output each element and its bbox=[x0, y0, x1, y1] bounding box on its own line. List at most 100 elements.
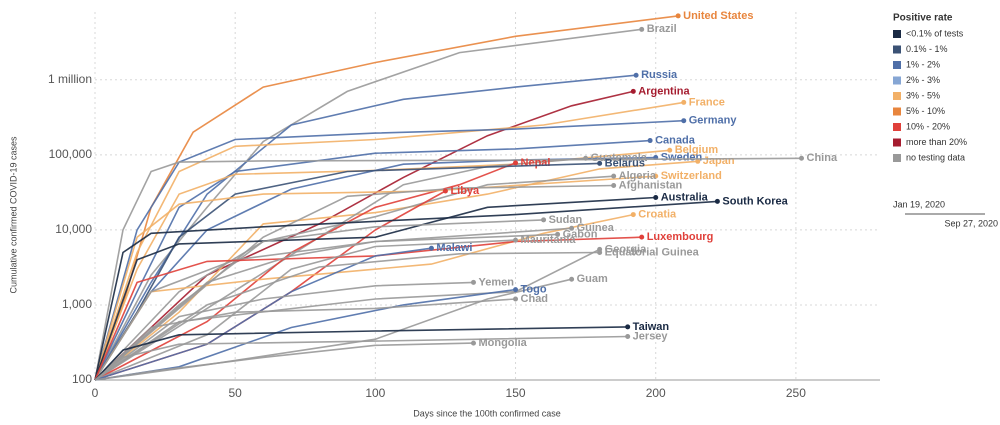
series-end bbox=[675, 13, 681, 19]
y-tick-label: 1,000 bbox=[62, 297, 92, 311]
series-label: Switzerland bbox=[661, 170, 722, 182]
series-line bbox=[94, 28, 642, 381]
y-axis-title: Cumulative confirmed COVID-19 cases bbox=[8, 136, 18, 294]
series-end bbox=[639, 234, 645, 240]
series-label: Canada bbox=[655, 134, 696, 146]
series-label: Togo bbox=[521, 284, 547, 296]
time-end: Sep 27, 2020 bbox=[944, 218, 998, 228]
series-end bbox=[470, 340, 476, 346]
series-end bbox=[611, 183, 617, 189]
legend-swatch bbox=[893, 107, 901, 116]
series-label: Brazil bbox=[647, 23, 677, 35]
y-tick-label: 10,000 bbox=[55, 222, 92, 236]
series-line bbox=[94, 196, 656, 381]
series-label: France bbox=[689, 96, 725, 108]
series-end bbox=[625, 333, 631, 339]
legend-swatch bbox=[893, 30, 901, 38]
legend-label: 10% - 20% bbox=[906, 121, 950, 131]
series-end bbox=[611, 173, 617, 179]
series-label: South Korea bbox=[722, 195, 788, 207]
legend-swatch bbox=[893, 61, 901, 69]
series-end bbox=[569, 225, 575, 231]
legend-swatch bbox=[893, 123, 901, 131]
legend-label: 5% - 10% bbox=[906, 106, 945, 116]
series-line bbox=[94, 281, 474, 381]
series-label: Equatorial Guinea bbox=[605, 246, 700, 258]
x-tick-label: 50 bbox=[228, 386, 242, 400]
series-label: Sweden bbox=[661, 151, 703, 163]
legend-swatch bbox=[893, 76, 901, 85]
series-label: Afghanistan bbox=[619, 179, 683, 191]
x-axis-title: Days since the 100th confirmed case bbox=[413, 408, 561, 418]
legend-swatch bbox=[893, 92, 901, 100]
series-line bbox=[94, 101, 684, 381]
series-line bbox=[94, 219, 544, 381]
legend-label: 3% - 5% bbox=[906, 90, 940, 100]
series-label: Australia bbox=[661, 191, 709, 203]
series-end bbox=[513, 160, 519, 166]
series-label: Japan bbox=[703, 155, 735, 167]
series-label: Belgium bbox=[675, 144, 719, 156]
time-start: Jan 19, 2020 bbox=[893, 199, 945, 209]
series-end bbox=[653, 173, 659, 179]
series-end bbox=[639, 26, 645, 32]
series-label: Algeria bbox=[619, 170, 657, 182]
legend-label: no testing data bbox=[906, 152, 965, 162]
legend-swatch bbox=[893, 138, 901, 147]
series-end bbox=[714, 198, 720, 204]
series-label: Gabon bbox=[563, 228, 598, 240]
series-label: Libya bbox=[450, 185, 480, 197]
series-label: United States bbox=[683, 10, 753, 22]
legend-title: Positive rate bbox=[893, 13, 953, 24]
series-line bbox=[94, 157, 802, 381]
x-tick-label: 200 bbox=[646, 386, 666, 400]
series-end bbox=[442, 188, 448, 194]
series-line bbox=[94, 298, 516, 381]
series-end bbox=[681, 99, 687, 105]
y-tick-label: 1 million bbox=[48, 72, 92, 86]
series-line bbox=[94, 119, 684, 381]
series-end bbox=[555, 231, 561, 237]
series-end bbox=[681, 118, 687, 124]
series-end bbox=[428, 245, 434, 251]
series-end bbox=[470, 279, 476, 285]
series-label: Mauritania bbox=[521, 234, 577, 246]
legend-label: 1% - 2% bbox=[906, 59, 940, 69]
series-line bbox=[94, 160, 698, 381]
series-label: Nepal bbox=[521, 157, 551, 169]
series-end bbox=[647, 138, 653, 144]
series-end bbox=[583, 155, 589, 161]
series-line bbox=[94, 184, 614, 381]
series-label: Russia bbox=[641, 69, 678, 81]
series-line bbox=[94, 247, 432, 381]
series-label: Luxembourg bbox=[647, 231, 714, 243]
x-tick-label: 250 bbox=[786, 386, 806, 400]
y-tick-label: 100,000 bbox=[49, 147, 93, 161]
series-label: Sudan bbox=[549, 214, 583, 226]
series-label: Argentina bbox=[638, 85, 690, 97]
x-tick-label: 150 bbox=[506, 386, 526, 400]
series-line bbox=[94, 236, 642, 381]
legend-swatch bbox=[893, 45, 901, 54]
series-end bbox=[695, 158, 701, 164]
x-tick-label: 0 bbox=[92, 386, 99, 400]
series-end bbox=[633, 72, 639, 78]
series-line bbox=[94, 239, 516, 381]
series-label: Croatia bbox=[638, 208, 677, 220]
series-line bbox=[94, 233, 558, 381]
series-line bbox=[94, 342, 474, 381]
series-end bbox=[513, 296, 519, 302]
series-line bbox=[94, 162, 516, 381]
series-label: Guatemala bbox=[591, 152, 648, 164]
legend-label: more than 20% bbox=[906, 137, 967, 147]
legend-label: 0.1% - 1% bbox=[906, 44, 948, 54]
series-label: Guam bbox=[577, 273, 608, 285]
series-line bbox=[94, 248, 600, 381]
series-end bbox=[799, 155, 804, 161]
series-line bbox=[94, 15, 679, 381]
series-end bbox=[513, 237, 519, 243]
series-end bbox=[597, 160, 603, 166]
legend-label: 2% - 3% bbox=[906, 75, 940, 85]
series-end bbox=[625, 324, 631, 330]
